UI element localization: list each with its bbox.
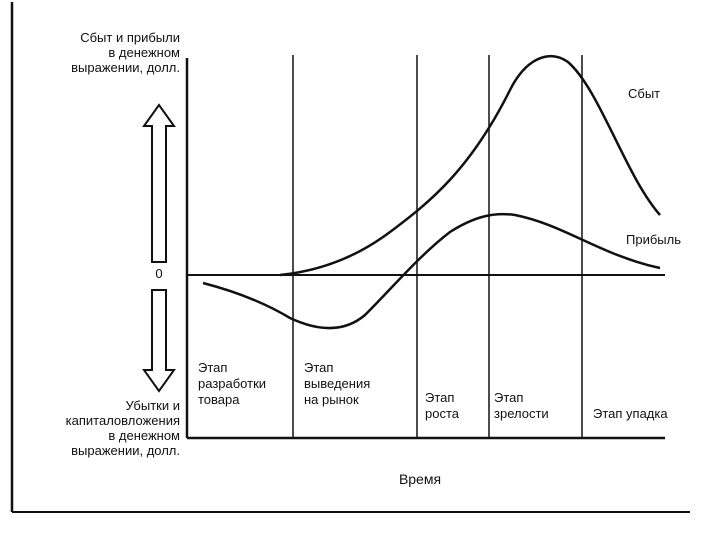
stage-label-growth: Этап роста (425, 390, 459, 422)
downward-arrow-icon (142, 289, 176, 393)
stage-label-line: разработки (198, 376, 267, 391)
stage-label-line: зрелости (494, 406, 549, 421)
upward-arrow-icon (142, 103, 176, 263)
stage-label-decline: Этап упадка (593, 406, 668, 422)
stage-label-line: на рынок (304, 392, 359, 407)
stage-label-line: Этап (425, 390, 455, 405)
y-axis-upper-label-line: Сбыт и прибыли (80, 30, 180, 45)
profit-curve-label: Прибыль (626, 232, 681, 247)
profit-curve (202, 212, 661, 330)
stage-label-maturity: Этап зрелости (494, 390, 549, 422)
y-axis-lower-label: Убытки и капиталовложения в денежном выр… (8, 398, 180, 458)
stage-label-introduction: Этап выведения на рынок (304, 360, 370, 408)
y-axis-lower-label-line: Убытки и (125, 398, 180, 413)
sales-curve (279, 54, 661, 277)
stage-label-line: товара (198, 392, 240, 407)
stage-label-line: Этап (198, 360, 228, 375)
sales-curve-label: Сбыт (628, 86, 661, 101)
y-axis-upper-label: Сбыт и прибыли в денежном выражении, дол… (8, 30, 180, 75)
stage-label-line: Этап (494, 390, 524, 405)
stage-label-development: Этап разработки товара (198, 360, 266, 408)
y-axis-lower-label-line: капиталовложения (65, 413, 180, 428)
stage-label-line: выведения (304, 376, 371, 391)
stage-label-line: Этап упадка (593, 406, 668, 421)
y-axis-upper-label-line: в денежном (108, 45, 180, 60)
stage-label-line: Этап (304, 360, 334, 375)
y-axis-lower-label-line: в денежном (108, 428, 180, 443)
x-axis-label: Время (398, 471, 442, 487)
y-axis-lower-label-line: выражении, долл. (71, 443, 180, 458)
y-axis-upper-label-line: выражении, долл. (71, 60, 180, 75)
stage-label-line: роста (425, 406, 459, 421)
zero-label: 0 (155, 266, 163, 281)
